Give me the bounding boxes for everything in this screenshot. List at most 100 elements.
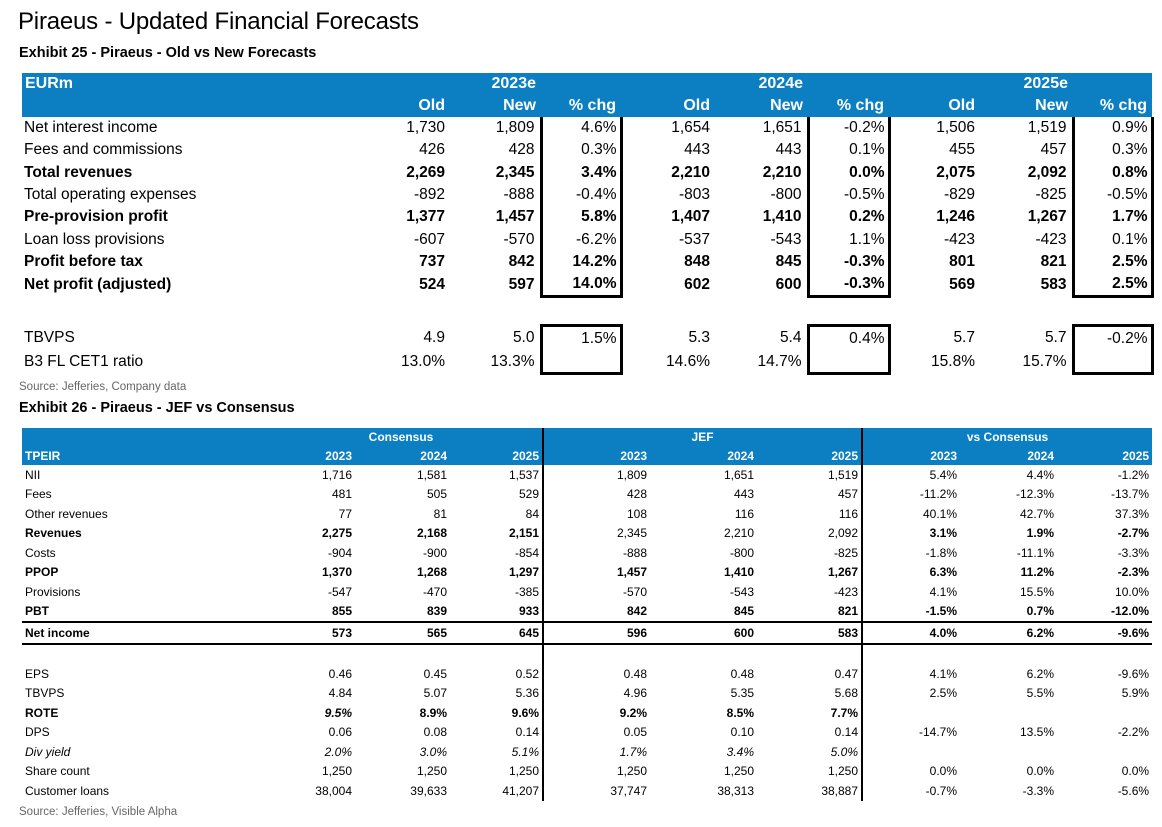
table-cell: 3.0% [419,744,447,759]
table-row: Revenues 2,275 2,168 2,151 2,345 2,210 2,092 3.… [22,523,1152,543]
table-cell: 600 [650,621,758,645]
table-cell: -11.1% [1016,545,1055,560]
table-cell: -2.3% [1117,565,1150,580]
table-cell: -547 [327,584,352,599]
table-cell: -5.6% [1117,783,1150,798]
table-cell: 5.0 [512,328,535,346]
table-cell: 845 [775,252,802,270]
table-cell: 2,210 [723,526,755,541]
table-cell: 5.4% [929,467,958,482]
table-cell: -423 [1035,230,1067,248]
row-label: DPS [25,725,50,740]
table-cell: 6.3% [929,565,958,580]
exhibit-26-title: Exhibit 26 - Piraeus - JEF vs Consensus [19,400,295,416]
table-cell: 524 [419,275,445,293]
table-cell: 583 [757,621,864,645]
table-cell: 569 [949,275,975,293]
table-cell: -543 [770,230,802,248]
table-row: Fees 481 505 529 428 443 457 -11.2% -12.3% -13.7% [22,484,1152,504]
table-cell: 14.2% [539,250,623,274]
table-cell: 10.0% [1115,584,1150,599]
table-cell: 426 [419,141,445,159]
table-cell: 0.10 [730,725,755,740]
table-cell: -423 [757,582,864,602]
table-cell: 13.3% [490,352,535,370]
exhibit-25-source: Source: Jefferies, Company data [19,381,187,393]
table-cell: 0.0% [806,161,891,184]
table-cell: 2,092 [757,523,864,543]
table-cell: 1,250 [757,761,864,781]
table-cell: -570 [503,230,535,248]
table-cell: -12.0% [1111,604,1150,619]
table-cell: -470 [422,584,447,599]
table-cell [1057,644,1152,665]
table-cell: 108 [626,506,648,521]
table-cell [260,644,355,665]
table-cell: 428 [508,141,535,159]
group-header: Consensus [260,428,545,447]
table-cell: 1,377 [406,208,445,226]
year-header: 2024 [355,446,450,465]
column-header: Old [621,95,715,117]
row-label: Net income [22,621,260,645]
row-label: Total revenues [24,163,133,181]
spacer-row [22,297,1152,326]
table-cell: 0.48 [730,666,755,681]
table-cell: 4.84 [328,686,352,701]
table-cell [1071,349,1154,375]
exhibit-25-title: Exhibit 25 - Piraeus - Old vs New Foreca… [19,45,317,61]
table-cell: 821 [1040,252,1067,270]
table-cell: 41,207 [450,781,545,801]
table-cell: 14.6% [666,352,710,370]
table-cell: 801 [949,252,975,270]
row-label: Total operating expenses [24,186,197,204]
table-cell [862,644,960,665]
table-cell: 443 [733,487,755,502]
year-header: 2024e [715,73,808,95]
row-label: PBT [25,604,49,619]
table-cell: 0.14 [450,722,545,742]
spacer-row [22,643,1152,665]
header-spacer [541,73,621,95]
table-cell: 9.5% [324,705,352,720]
table-cell: 0.0% [1121,764,1150,779]
table-cell: 583 [1040,275,1067,293]
table-cell: -13.7% [1111,487,1150,502]
spacer [621,297,715,326]
table-cell: 0.46 [328,666,352,681]
table-cell: 116 [734,506,755,521]
table-cell: 457 [757,484,864,504]
table-cell: 4.1% [929,666,958,681]
header-spacer [22,95,360,117]
table-cell: 0.1% [1071,228,1154,251]
table-cell [650,644,757,665]
table-row: B3 FL CET1 ratio 13.0% 13.3% 14.6% 14.7% 15.8… [22,349,1154,375]
column-header: % chg [541,95,621,117]
row-label: NII [25,467,41,482]
table-cell: 37,747 [610,783,648,798]
table-cell: 0.7% [1026,604,1055,619]
table-cell: 1,651 [723,467,755,482]
table-cell [862,742,960,762]
table-cell: 6.2% [960,621,1058,645]
table-cell: 38,313 [717,783,755,798]
column-header: New [715,95,808,117]
table-cell: 8.9% [419,705,447,720]
table-row: NII 1,716 1,581 1,537 1,809 1,651 1,519 5.4% 4.4… [22,465,1152,485]
table-cell: 6.2% [1026,666,1055,681]
table-cell: -829 [943,186,975,204]
table-cell: 645 [450,621,545,645]
table-cell: 2,275 [321,526,352,541]
table-cell: 842 [508,252,535,270]
header-spacer [1073,73,1152,95]
table-cell: 13.5% [1020,725,1055,740]
table-cell: 3.1% [929,526,958,541]
table-cell: 933 [450,601,545,622]
table-cell: 505 [426,487,447,502]
header-spacer [360,73,450,95]
table-cell: 1.1% [806,228,891,251]
table-cell: 0.05 [623,725,648,740]
row-label: TBVPS [24,328,75,346]
group-header: JEF [543,428,864,447]
table-cell: 842 [626,604,648,619]
